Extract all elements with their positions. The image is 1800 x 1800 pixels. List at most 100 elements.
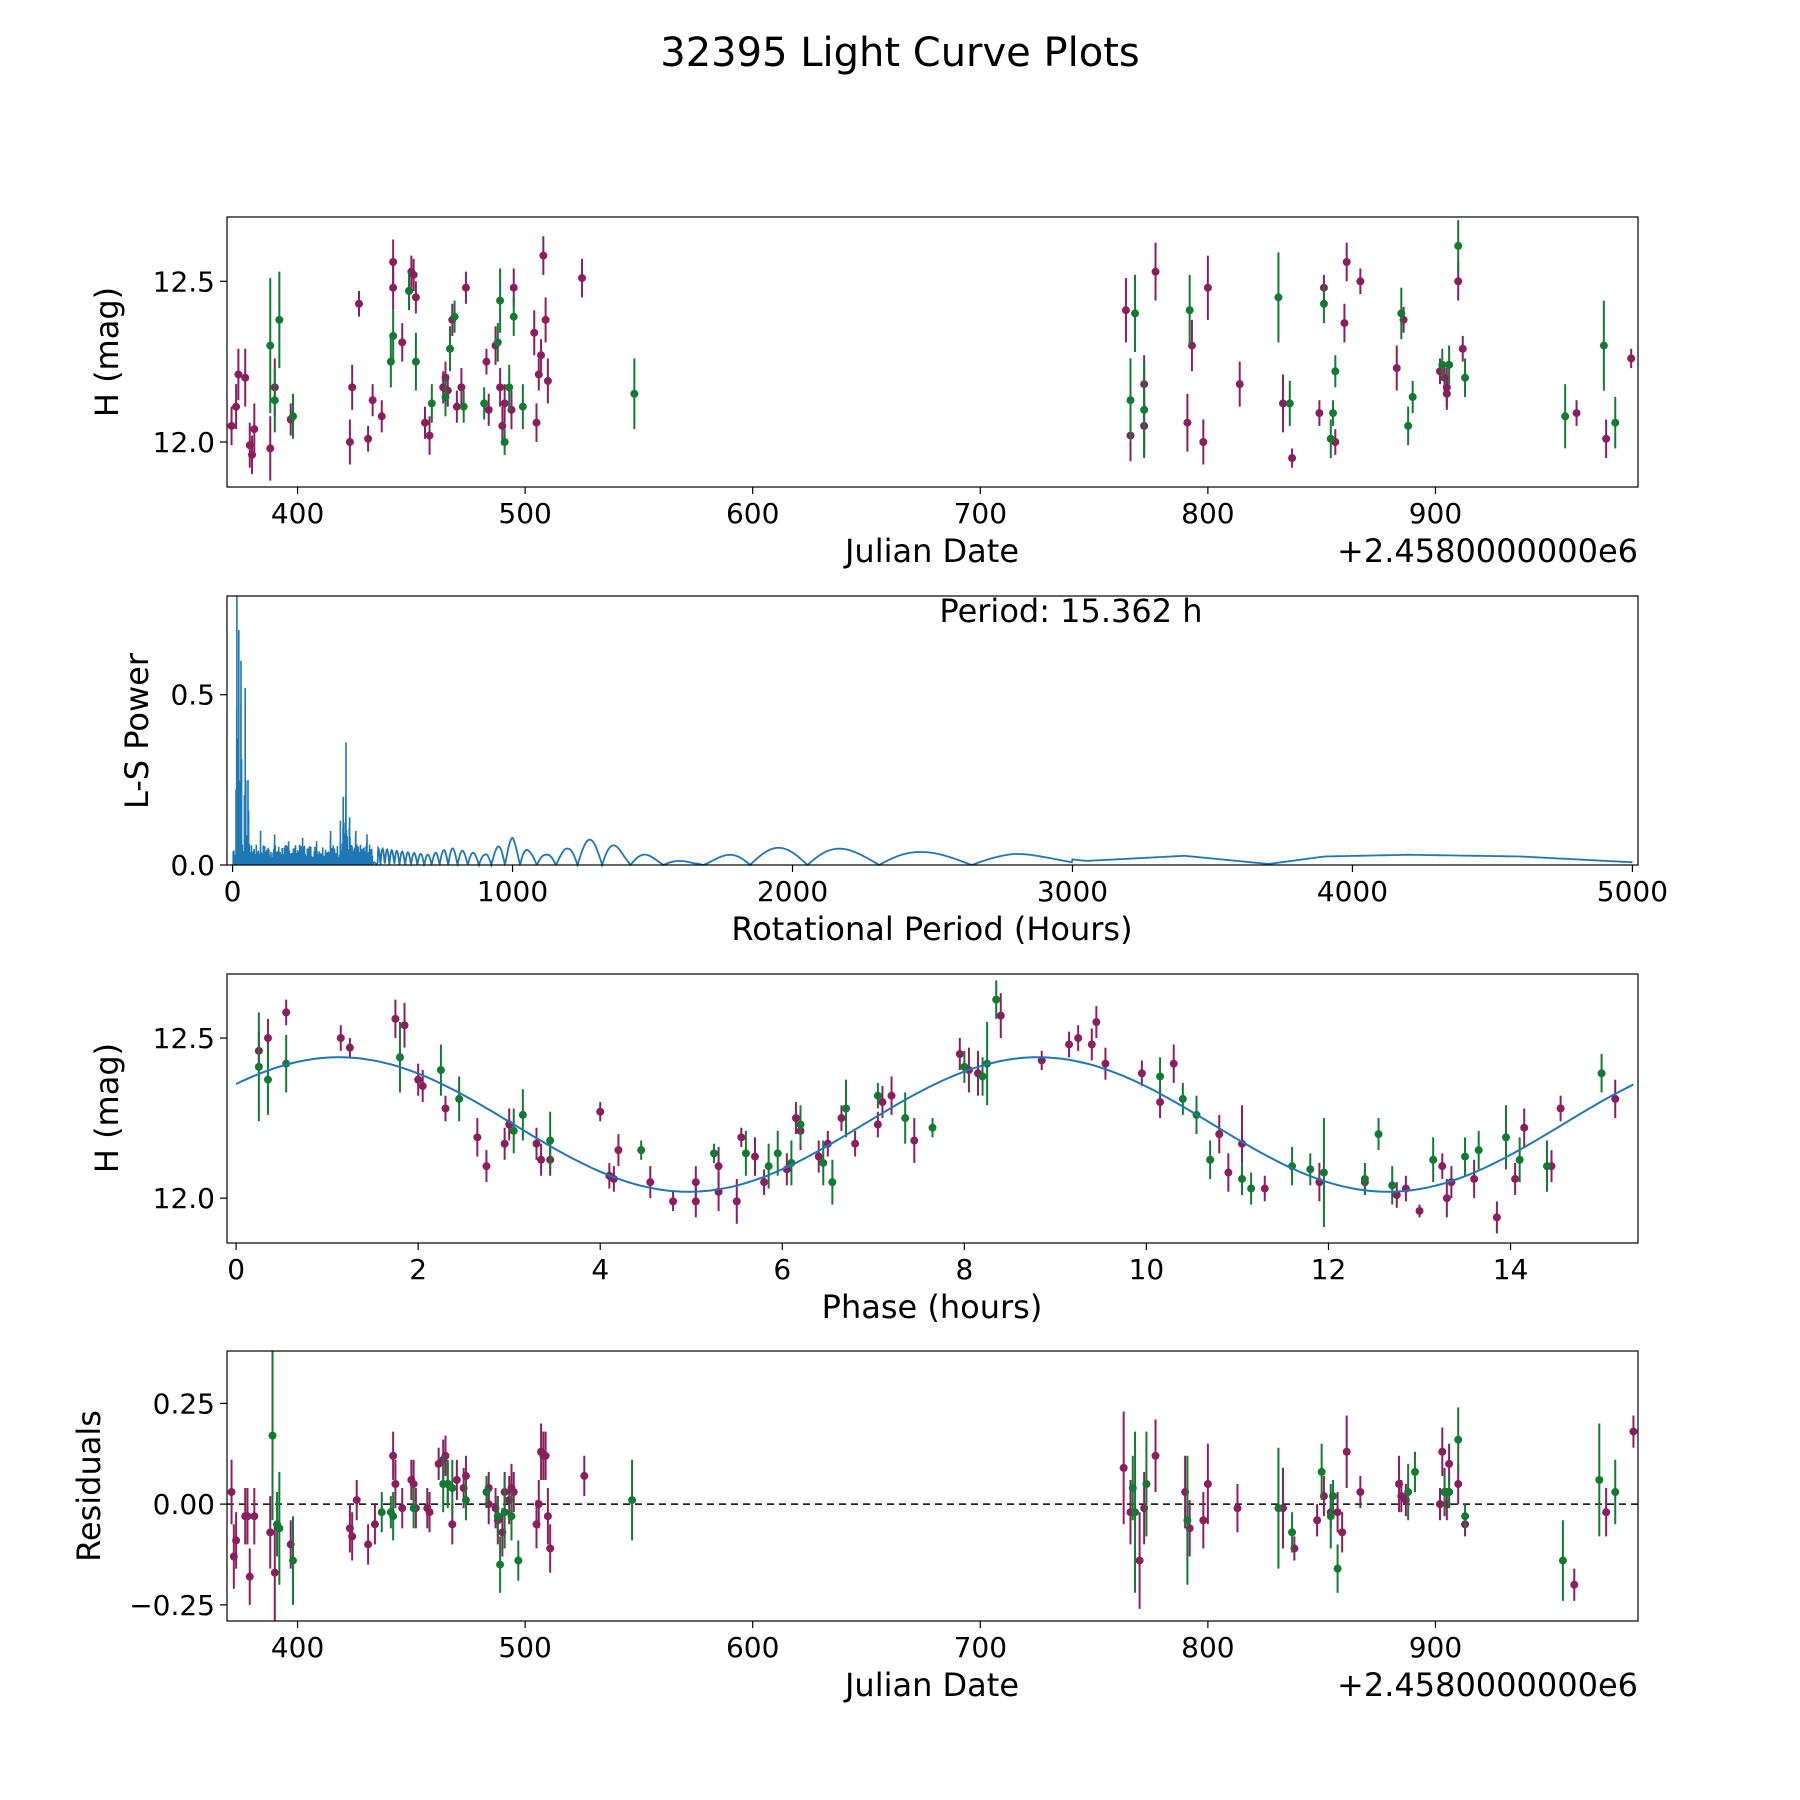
band_b-data-point [1474, 1146, 1483, 1155]
x-tick-label: 10 [1129, 1253, 1165, 1286]
band_b-data-point [1329, 1492, 1338, 1501]
band_a-data-point [243, 1512, 252, 1521]
band_b-data-point [1178, 1094, 1187, 1103]
band_b-data-point [741, 1149, 750, 1158]
band_b-data-point [1599, 341, 1608, 350]
band_b-data-point [270, 396, 279, 405]
x-tick-label: 800 [1181, 497, 1234, 530]
band_a-data-point [1342, 1447, 1351, 1456]
band_a-data-point [532, 418, 541, 427]
periodogram-line [371, 836, 1633, 869]
band_a-data-point [370, 1520, 379, 1529]
band_b-data-point [928, 1123, 937, 1132]
band_a-data-point [400, 1021, 409, 1030]
band_b-data-point [409, 1504, 418, 1513]
y-tick-label: 0.5 [170, 679, 215, 712]
band_b-data-point [1461, 1152, 1470, 1161]
band_b-data-point [710, 1149, 719, 1158]
band_b-data-point [1404, 1488, 1413, 1497]
band_b-data-point [901, 1114, 910, 1123]
band_a-data-point [873, 1120, 882, 1129]
band_a-data-point [541, 1451, 550, 1460]
band_b-data-point [1397, 309, 1406, 318]
band_a-data-point [250, 425, 259, 434]
band_a-data-point [1572, 409, 1581, 418]
band_a-data-point [389, 283, 398, 292]
band_b-data-point [427, 399, 436, 408]
band_a-data-point [1442, 1194, 1451, 1203]
band_b-data-point [1454, 241, 1463, 250]
band_b-data-point [395, 1053, 404, 1062]
band_a-data-point [1183, 418, 1192, 427]
band_a-data-point [348, 1532, 357, 1541]
figure-title: 32395 Light Curve Plots [660, 30, 1140, 76]
band_a-data-point [1602, 1508, 1611, 1517]
band_b-data-point [509, 1126, 518, 1135]
band_a-data-point [414, 1075, 423, 1084]
band_a-data-point [234, 370, 243, 379]
band_a-data-point [1445, 1459, 1454, 1468]
band_b-data-point [842, 1104, 851, 1113]
band_b-data-point [1317, 1467, 1326, 1476]
periodogram-panel: 0 1000 2000 3000 4000 5000 0.0 0.5 Period: 15.3… [118, 592, 1668, 948]
band_b-data-point [1306, 1165, 1315, 1174]
band_a-data-point [996, 1011, 1005, 1020]
band_a-data-point [732, 1197, 741, 1206]
phased-xlabel: Phase (hours) [822, 1288, 1043, 1326]
band_a-data-point [910, 1136, 919, 1145]
band_b-data-point [637, 1146, 646, 1155]
band_b-data-point [1288, 1528, 1297, 1537]
band_b-data-point [461, 1496, 470, 1505]
periodogram-ylabel: L-S Power [118, 652, 156, 809]
band_b-data-point [960, 1062, 969, 1071]
band_a-data-point [1602, 434, 1611, 443]
band_a-data-point [263, 1034, 272, 1043]
band_a-data-point [500, 1139, 509, 1148]
band_b-data-point [411, 357, 420, 366]
band_a-data-point [1260, 1184, 1269, 1193]
band_a-data-point [498, 421, 507, 430]
band_b-data-point [507, 1512, 516, 1521]
band_b-data-point [480, 399, 489, 408]
band_a-data-point [420, 418, 429, 427]
band_a-data-point [1392, 1190, 1401, 1199]
band_a-data-point [1092, 1018, 1101, 1027]
band_b-data-point [500, 1508, 509, 1517]
x-tick-label: 4 [591, 1253, 609, 1286]
band_b-data-point [446, 344, 455, 353]
band_a-data-point [750, 1152, 759, 1161]
band_a-data-point [345, 438, 354, 446]
band_b-data-point [1126, 396, 1135, 405]
x-tick-label: 12 [1311, 1253, 1347, 1286]
band_a-data-point [814, 1152, 823, 1161]
band_a-data-point [1315, 409, 1324, 418]
band_a-data-point [354, 299, 363, 308]
x-tick-label: 500 [498, 497, 551, 530]
band_a-data-point [646, 1178, 655, 1187]
band_a-data-point [461, 283, 470, 292]
band_a-data-point [348, 383, 357, 392]
phased-panel: 0 2 4 6 8 10 12 14 12.0 12.5 H (mag) Phase (hours… [88, 973, 1639, 1326]
band_a-data-point [1199, 1516, 1208, 1525]
x-tick-label: 400 [271, 497, 324, 530]
band_a-data-point [457, 383, 466, 392]
band_a-data-point [580, 1471, 589, 1480]
band_a-data-point [614, 1146, 623, 1155]
band_a-data-point [241, 373, 250, 382]
y-tick-label: 12.0 [153, 1182, 215, 1215]
band_b-data-point [1461, 373, 1470, 382]
band_b-data-point [509, 312, 518, 321]
band_a-data-point [1356, 277, 1365, 286]
band_b-data-point [1410, 1467, 1419, 1476]
band_b-data-point [1274, 293, 1283, 302]
band_a-data-point [1233, 1504, 1242, 1513]
band_a-data-point [1333, 1508, 1342, 1517]
band_b-data-point [254, 1062, 263, 1071]
lightcurve-axes-frame [226, 216, 1639, 488]
band_b-data-point [1595, 1475, 1604, 1484]
band_a-data-point [1151, 267, 1160, 276]
band_b-data-point [819, 1158, 828, 1167]
band_a-data-point [546, 1544, 555, 1553]
lightcurve-offset-text: +2.4580000000e6 [1337, 532, 1638, 570]
